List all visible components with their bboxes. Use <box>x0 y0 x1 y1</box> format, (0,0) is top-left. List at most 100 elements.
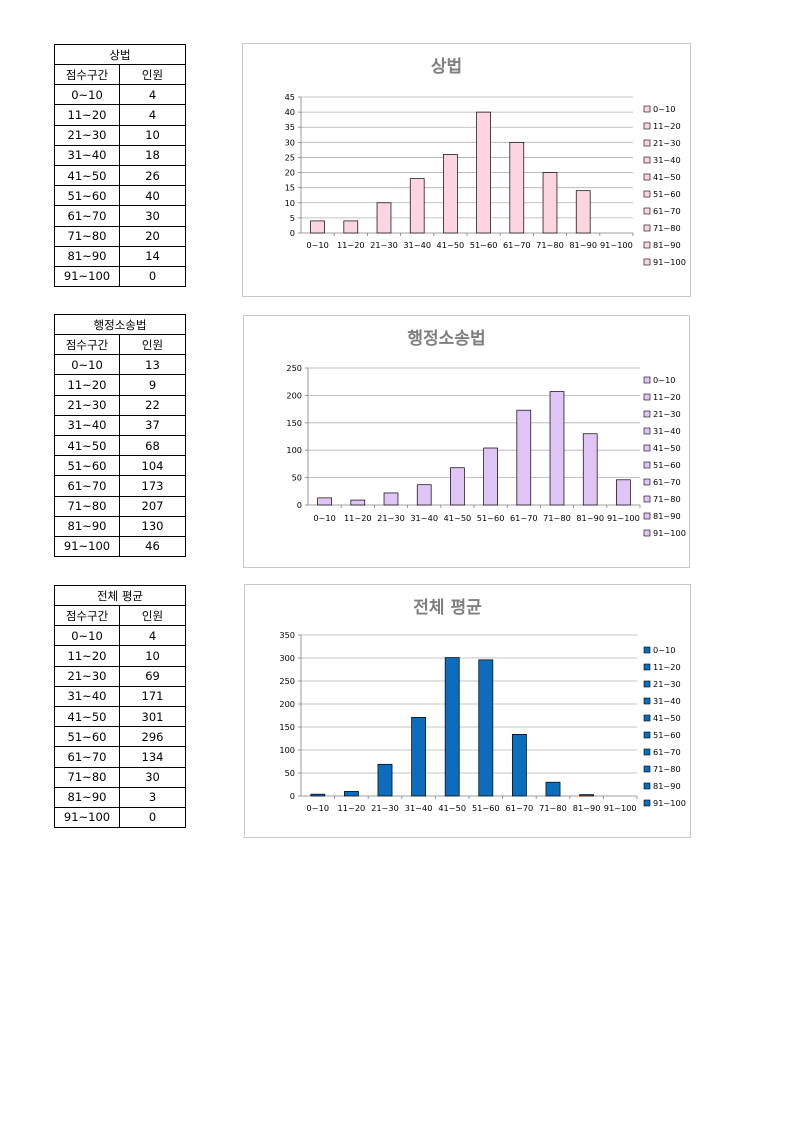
bar-11~20 <box>343 791 359 797</box>
range-cell: 31~40 <box>54 685 120 707</box>
bar-chart: 전체 평균 0 50 100 150 200 250 300 350 0~10 11~20 21~30… <box>279 598 686 813</box>
y-tick-label: 15 <box>285 183 295 193</box>
count-cell: 4 <box>118 625 187 647</box>
x-tick-label: 31~40 <box>410 513 438 523</box>
legend-label: 11~20 <box>653 392 681 402</box>
x-tick-label: 21~30 <box>377 513 405 523</box>
count-cell: 3 <box>118 786 187 808</box>
legend-swatch <box>643 646 651 654</box>
legend-swatch <box>643 410 651 418</box>
legend-label: 81~90 <box>653 781 681 791</box>
count-cell: 69 <box>118 665 187 687</box>
table-row: 51~60 104 <box>54 455 186 477</box>
y-tick-label: 250 <box>279 676 295 686</box>
legend-swatch <box>643 495 651 503</box>
table-row: 11~20 9 <box>54 374 186 396</box>
table-row: 51~60 40 <box>54 185 187 207</box>
table-row: 21~30 69 <box>54 665 187 687</box>
bar-71~80 <box>549 391 565 506</box>
legend-swatch <box>643 105 651 113</box>
range-cell: 0~10 <box>54 625 120 647</box>
legend-swatch <box>643 224 651 232</box>
legend-label: 71~80 <box>653 223 681 233</box>
bar-41~50 <box>450 467 465 506</box>
legend-label: 81~90 <box>653 511 681 521</box>
bar-31~40 <box>409 178 425 234</box>
chart-panel: 행정소송법 0 50 100 150 200 250 0~10 11~20 21~30 31~40 4… <box>243 315 690 568</box>
legend-swatch <box>643 478 651 486</box>
y-tick-label: 200 <box>286 390 302 400</box>
bar-81~90 <box>582 433 598 506</box>
legend-label: 21~30 <box>653 409 681 419</box>
bar-91~100 <box>616 479 631 506</box>
range-cell: 71~80 <box>54 766 120 788</box>
y-tick-label: 35 <box>285 122 295 132</box>
legend-label: 61~70 <box>653 477 681 487</box>
count-cell: 9 <box>119 374 186 396</box>
bar-51~60 <box>476 111 491 234</box>
bar-41~50 <box>444 657 460 797</box>
y-tick-label: 50 <box>285 768 295 778</box>
bar-chart: 행정소송법 0 50 100 150 200 250 0~10 11~20 21~30 31~40 4… <box>286 329 686 538</box>
x-tick-label: 21~30 <box>370 240 398 250</box>
score-table: 전체 평균 점수구간 인원 0~10 4 11~20 10 21~30 69 31~40 17… <box>53 585 187 829</box>
bar-71~80 <box>542 172 558 234</box>
header-count: 인원 <box>119 333 186 356</box>
chart-panel: 상법 0 5 10 15 20 25 30 35 40 45 0~10 11~20 21~30 31~40 4… <box>242 43 691 297</box>
count-cell: 68 <box>119 434 186 457</box>
count-cell: 46 <box>119 535 186 558</box>
x-tick-label: 91~100 <box>604 803 637 813</box>
y-tick-label: 45 <box>285 92 295 102</box>
table-row: 91~100 0 <box>54 265 187 288</box>
legend-swatch <box>643 156 651 164</box>
y-tick-label: 0 <box>290 228 295 238</box>
legend-label: 51~60 <box>653 730 681 740</box>
y-tick-label: 0 <box>297 500 302 510</box>
legend-swatch <box>643 714 651 722</box>
x-tick-label: 0~10 <box>313 513 336 523</box>
legend-label: 21~30 <box>653 679 681 689</box>
score-table: 행정소송법 점수구간 인원 0~10 13 11~20 9 21~30 22 31~40 37… <box>54 314 186 558</box>
x-tick-label: 71~80 <box>539 803 567 813</box>
x-tick-label: 51~60 <box>472 803 500 813</box>
legend-label: 0~10 <box>653 375 676 385</box>
range-cell: 71~80 <box>54 225 120 247</box>
range-cell: 81~90 <box>54 786 120 808</box>
range-cell: 0~10 <box>54 354 120 376</box>
legend-swatch <box>643 529 651 537</box>
legend-swatch <box>643 731 651 739</box>
header-range: 점수구간 <box>54 604 120 627</box>
legend-label: 31~40 <box>653 155 681 165</box>
range-cell: 51~60 <box>54 726 120 748</box>
table-row: 81~90 130 <box>54 515 186 537</box>
x-tick-label: 71~80 <box>543 513 571 523</box>
count-cell: 104 <box>119 455 186 477</box>
y-tick-label: 150 <box>279 722 295 732</box>
legend-label: 61~70 <box>653 206 681 216</box>
x-tick-label: 81~90 <box>576 513 604 523</box>
range-cell: 41~50 <box>54 705 120 728</box>
section-overall-average: 전체 평균 점수구간 인원 0~10 4 11~20 10 21~30 69 31~40 17… <box>53 584 691 838</box>
bar-0~10 <box>310 793 326 797</box>
bar-71~80 <box>545 781 561 797</box>
x-tick-label: 81~90 <box>573 803 601 813</box>
bar-81~90 <box>579 794 595 797</box>
legend-swatch <box>643 258 651 266</box>
bar-61~70 <box>516 409 532 506</box>
count-cell: 30 <box>118 766 187 788</box>
range-cell: 81~90 <box>54 515 120 537</box>
chart-panel: 전체 평균 0 50 100 150 200 250 300 350 0~10 11~20 21~30… <box>244 584 691 838</box>
bar-0~10 <box>310 220 325 234</box>
x-tick-label: 21~30 <box>371 803 399 813</box>
legend-swatch <box>643 782 651 790</box>
range-cell: 31~40 <box>54 144 120 166</box>
legend-swatch <box>643 207 651 215</box>
table-row: 41~50 68 <box>54 434 186 457</box>
table-row: 41~50 301 <box>54 705 187 728</box>
bar-61~70 <box>511 734 527 797</box>
x-tick-label: 0~10 <box>306 240 329 250</box>
bar-51~60 <box>483 447 498 506</box>
legend-label: 91~100 <box>653 798 686 808</box>
x-tick-label: 51~60 <box>470 240 498 250</box>
y-tick-label: 5 <box>290 213 295 223</box>
